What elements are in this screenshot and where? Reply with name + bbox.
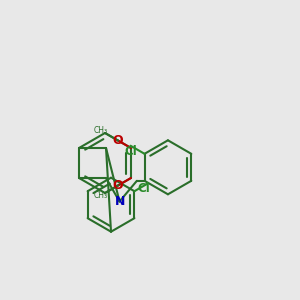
- Text: Cl: Cl: [124, 145, 137, 158]
- Text: CH₃: CH₃: [94, 191, 108, 200]
- Text: N: N: [115, 195, 126, 208]
- Text: CH₃: CH₃: [94, 126, 108, 135]
- Text: O: O: [113, 179, 123, 192]
- Text: O: O: [113, 134, 123, 147]
- Text: Cl: Cl: [137, 182, 150, 195]
